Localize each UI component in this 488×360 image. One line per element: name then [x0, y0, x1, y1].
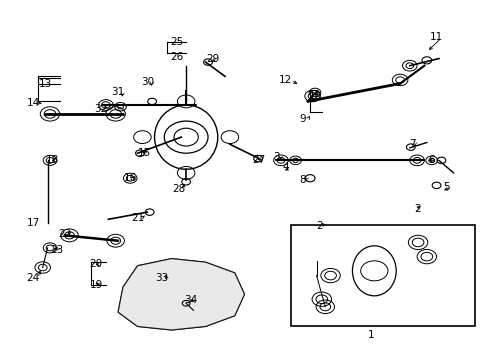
- Text: 16: 16: [123, 173, 137, 183]
- Text: 8: 8: [299, 175, 305, 185]
- Bar: [290, 225, 474, 327]
- Text: 11: 11: [429, 32, 442, 42]
- Text: 6: 6: [427, 156, 434, 165]
- Text: 3: 3: [272, 152, 279, 162]
- Text: 22: 22: [58, 229, 71, 239]
- Text: 26: 26: [169, 52, 183, 62]
- Text: 29: 29: [206, 54, 219, 64]
- Text: 25: 25: [169, 37, 183, 48]
- Polygon shape: [118, 258, 244, 330]
- Text: 12: 12: [279, 75, 292, 85]
- Text: 13: 13: [39, 78, 52, 89]
- Text: 2: 2: [316, 221, 323, 231]
- Text: 1: 1: [367, 330, 373, 341]
- Text: 31: 31: [111, 87, 124, 98]
- Text: 27: 27: [252, 156, 265, 165]
- Text: 14: 14: [26, 98, 40, 108]
- Text: 21: 21: [131, 212, 144, 222]
- Text: 17: 17: [26, 218, 40, 228]
- Text: 28: 28: [172, 184, 185, 194]
- Text: 5: 5: [442, 182, 448, 192]
- Text: 24: 24: [26, 273, 40, 283]
- Text: 10: 10: [308, 91, 321, 101]
- Text: 4: 4: [282, 162, 288, 172]
- Text: 18: 18: [46, 156, 59, 165]
- Text: 2: 2: [413, 203, 420, 213]
- Text: 20: 20: [89, 259, 102, 269]
- Text: 7: 7: [408, 139, 415, 149]
- Text: 33: 33: [155, 273, 168, 283]
- Text: 34: 34: [184, 295, 197, 305]
- Text: 9: 9: [299, 114, 305, 124]
- Text: 32: 32: [94, 104, 107, 113]
- Text: 19: 19: [89, 280, 102, 291]
- Text: 30: 30: [141, 77, 154, 87]
- Text: 15: 15: [138, 148, 151, 158]
- Text: 23: 23: [51, 245, 64, 255]
